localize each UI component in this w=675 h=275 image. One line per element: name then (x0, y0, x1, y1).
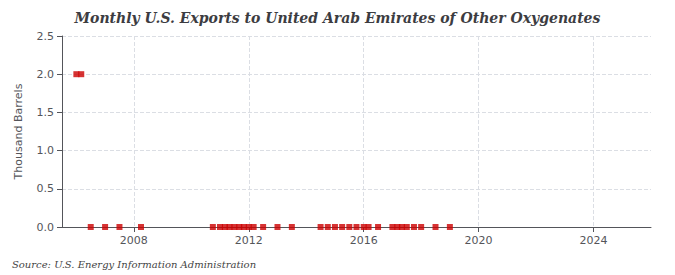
svg-text:0.0: 0.0 (37, 221, 55, 234)
svg-text:2024: 2024 (580, 234, 608, 247)
svg-text:2020: 2020 (465, 234, 493, 247)
svg-text:Source: U.S. Energy Informatio: Source: U.S. Energy Information Administ… (12, 259, 256, 270)
svg-text:2016: 2016 (350, 234, 378, 247)
svg-text:0.5: 0.5 (37, 182, 55, 195)
svg-text:2008: 2008 (120, 234, 148, 247)
svg-text:1.5: 1.5 (37, 106, 55, 119)
svg-text:Monthly U.S. Exports to United: Monthly U.S. Exports to United Arab Emir… (74, 10, 601, 26)
svg-text:Thousand Barrels: Thousand Barrels (12, 83, 25, 180)
svg-text:2.5: 2.5 (37, 30, 55, 43)
svg-text:2012: 2012 (235, 234, 263, 247)
svg-text:1.0: 1.0 (37, 144, 55, 157)
svg-text:2.0: 2.0 (37, 68, 55, 81)
